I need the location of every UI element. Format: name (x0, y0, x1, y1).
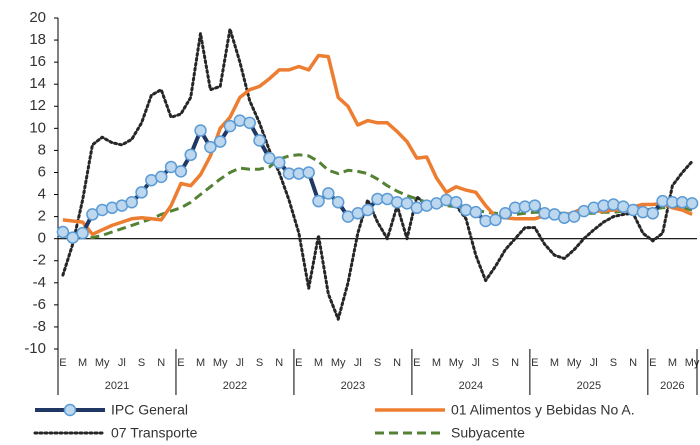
y-tick-label: 14 (29, 75, 46, 92)
x-tick-label: My (567, 357, 582, 369)
series-marker (135, 186, 148, 199)
year-label: 2024 (459, 380, 483, 392)
year-label: 2025 (577, 380, 601, 392)
series-marker (361, 203, 374, 217)
series-marker (56, 225, 70, 239)
series-marker (184, 148, 197, 162)
legend-label: 01 Alimentos y Bebidas No A. (451, 402, 635, 418)
y-tick-label: 6 (38, 163, 46, 180)
series-marker (312, 194, 325, 208)
x-tick-label: M (314, 357, 323, 369)
series-marker (685, 197, 699, 210)
x-tick-label: Jl (236, 357, 244, 369)
x-tick-label: E (649, 357, 656, 369)
series-marker (567, 210, 581, 223)
series-marker (174, 165, 188, 178)
x-tick-label: My (95, 357, 110, 369)
x-tick-label: N (393, 357, 401, 369)
legend-marker (63, 403, 77, 417)
series-marker (223, 119, 237, 133)
legend-label: IPC General (111, 402, 188, 418)
y-tick-label: 10 (29, 119, 46, 136)
series-marker (331, 196, 345, 209)
series-line (61, 27, 694, 321)
x-tick-label: S (374, 357, 381, 369)
y-tick-label: -8 (33, 318, 46, 335)
x-tick-label: Jl (590, 357, 598, 369)
y-tick-label: 8 (38, 141, 46, 158)
x-tick-label: M (78, 357, 87, 369)
series-marker (302, 166, 315, 179)
series-marker (499, 207, 512, 220)
series-marker (272, 156, 286, 169)
series-marker (489, 213, 502, 227)
x-tick-label: M (668, 357, 677, 369)
series-marker (194, 124, 207, 137)
x-tick-label: E (295, 357, 302, 369)
x-tick-label: E (59, 357, 66, 369)
y-tick-label: -2 (33, 252, 46, 269)
series-marker (125, 196, 138, 209)
x-tick-label: My (449, 357, 464, 369)
year-label: 2021 (105, 380, 129, 392)
y-tick-label: 12 (29, 97, 46, 114)
x-tick-label: E (177, 357, 184, 369)
x-tick-label: E (413, 357, 420, 369)
y-tick-label: 0 (38, 230, 46, 247)
series-marker (646, 207, 660, 220)
series-marker (449, 196, 463, 209)
y-tick-label: 2 (38, 208, 46, 225)
y-tick-label: -6 (33, 296, 46, 313)
series-marker (76, 226, 89, 240)
legend-label: 07 Transporte (111, 425, 198, 441)
y-tick-label: 20 (29, 9, 46, 26)
series-marker (204, 140, 217, 154)
x-tick-label: My (331, 357, 346, 369)
x-tick-label: N (511, 357, 519, 369)
x-tick-label: S (138, 357, 145, 369)
series-marker (154, 170, 168, 184)
x-tick-label: N (629, 357, 637, 369)
x-tick-label: N (157, 357, 165, 369)
series-marker (528, 199, 542, 212)
series-marker (243, 116, 256, 130)
legend-label: Subyacente (451, 425, 525, 441)
x-tick-label: My (213, 357, 228, 369)
x-tick-label: My (685, 357, 700, 369)
x-tick-label: Jl (354, 357, 362, 369)
x-tick-label: M (196, 357, 205, 369)
y-tick-label: -4 (33, 274, 46, 291)
x-tick-label: S (610, 357, 617, 369)
x-tick-label: E (531, 357, 538, 369)
y-tick-label: 16 (29, 53, 46, 70)
year-label: 2026 (660, 380, 684, 392)
x-tick-label: Jl (118, 357, 126, 369)
year-label: 2022 (223, 380, 247, 392)
series-marker (322, 187, 335, 200)
year-label: 2023 (341, 380, 365, 392)
x-tick-label: Jl (472, 357, 480, 369)
x-tick-label: M (550, 357, 559, 369)
y-tick-label: 18 (29, 31, 46, 48)
x-tick-label: S (492, 357, 499, 369)
x-tick-label: M (432, 357, 441, 369)
series-marker (469, 205, 483, 219)
y-tick-label: -10 (24, 340, 46, 357)
y-tick-label: 4 (38, 186, 46, 203)
series-marker (213, 135, 227, 148)
x-tick-label: S (256, 357, 263, 369)
series-marker (253, 134, 266, 147)
x-tick-label: N (275, 357, 283, 369)
